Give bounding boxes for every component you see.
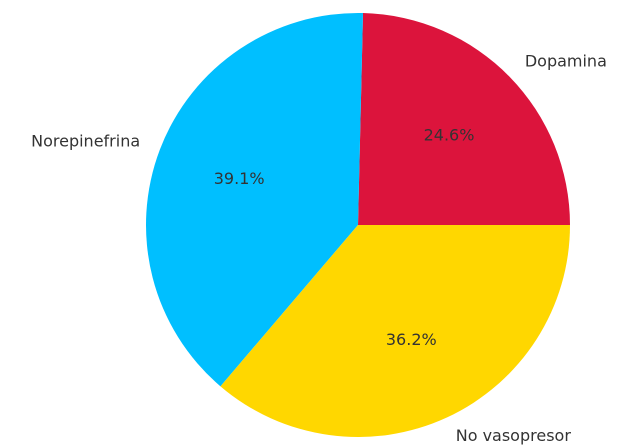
slice-label: Dopamina — [525, 52, 607, 71]
pie-slice — [358, 13, 570, 226]
pie-slice — [220, 225, 570, 438]
slice-label: No vasopresor — [456, 426, 572, 445]
value-label: 24.6% — [424, 126, 475, 145]
value-label: 36.2% — [386, 330, 437, 349]
value-label: 39.1% — [214, 169, 265, 188]
slice-label: Norepinefrina — [31, 131, 140, 150]
pie-slice — [146, 13, 363, 387]
